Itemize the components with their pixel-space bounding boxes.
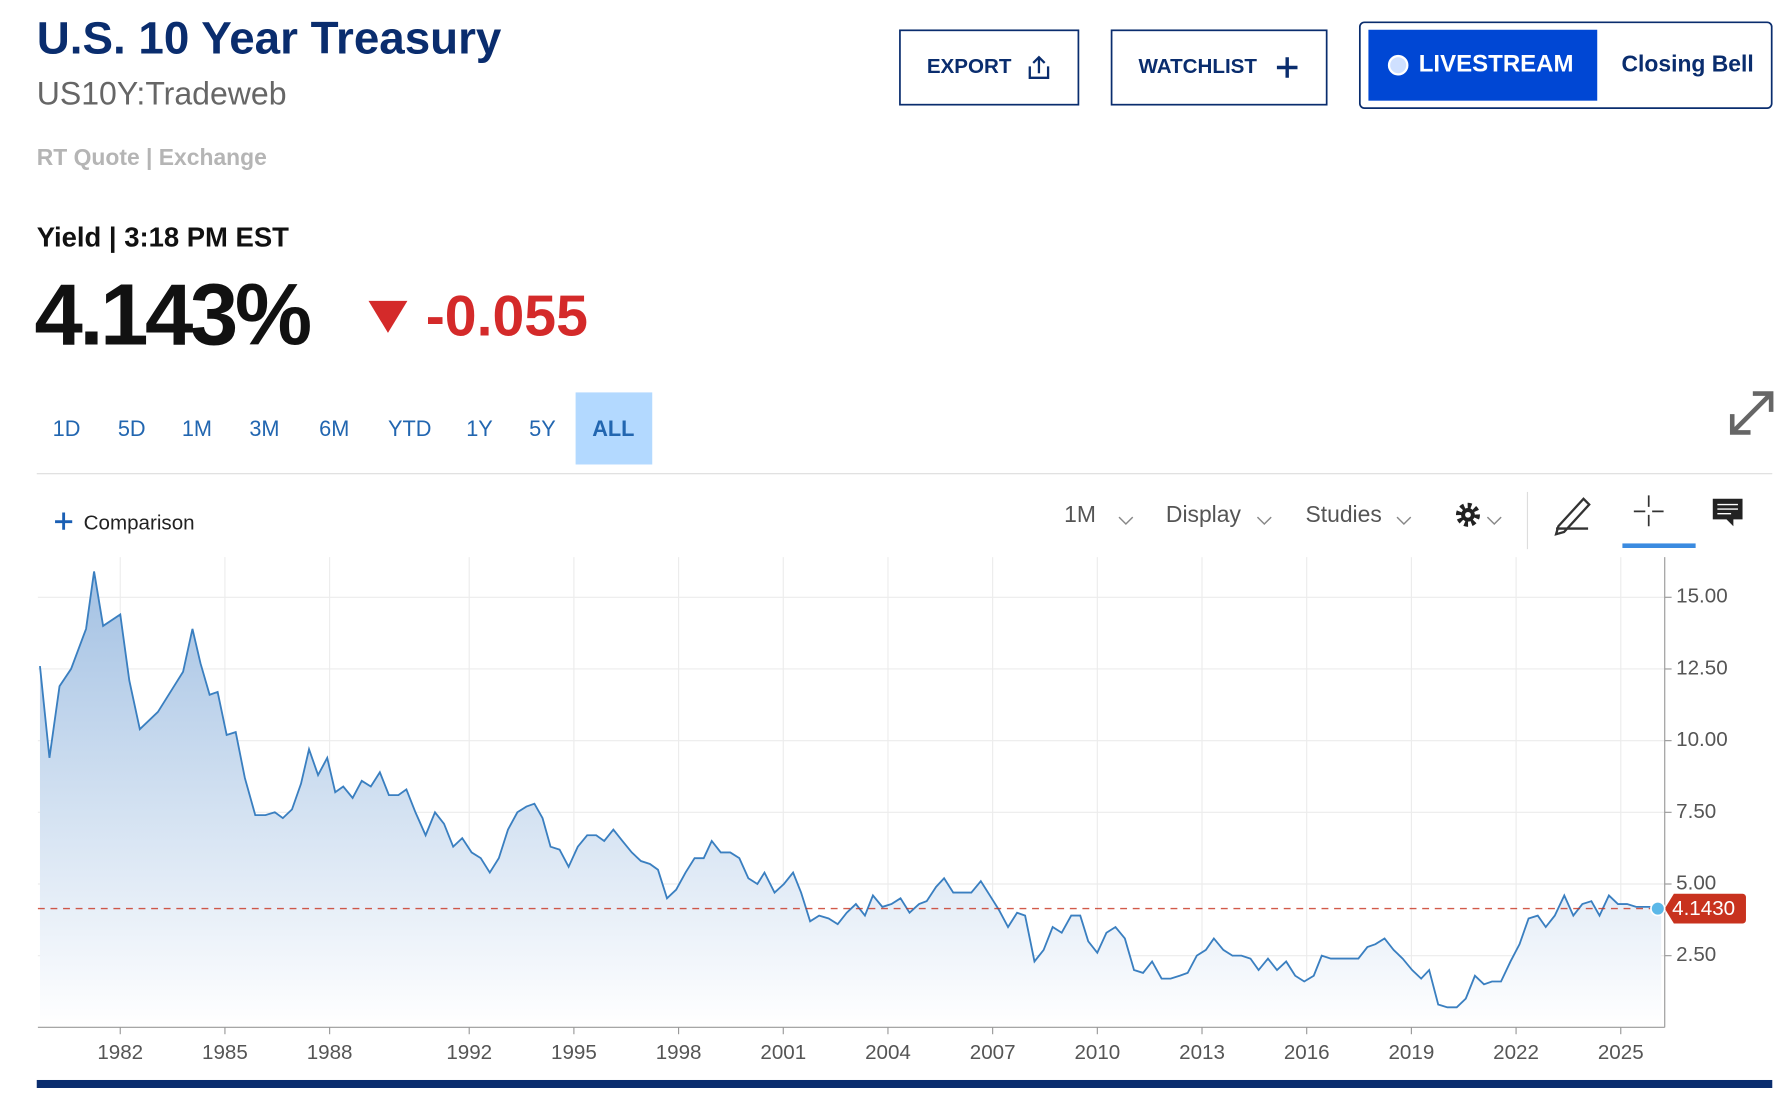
x-tick-label: 1982 [97,1041,143,1064]
crosshair-icon[interactable] [1633,495,1664,527]
quote-source: RT Quote | Exchange [37,144,267,170]
price-tag-label: 4.1430 [1672,897,1735,920]
display-menu[interactable]: Display [1166,501,1242,527]
closing-bell[interactable]: Closing Bell [1622,50,1754,76]
y-tick-label: 10.00 [1676,728,1728,751]
x-tick-label: 1995 [551,1041,597,1064]
x-tick-label: 1998 [656,1041,702,1064]
x-tick-label: 2016 [1284,1041,1330,1064]
price-tag [1664,893,1746,924]
settings-icon[interactable] [1455,502,1480,527]
x-tick-label: 1985 [202,1041,248,1064]
button-label[interactable]: LIVESTREAM [1419,51,1574,78]
x-tick-label: 2022 [1493,1041,1539,1064]
button-label[interactable]: WATCHLIST [1138,55,1257,78]
comparison[interactable]: Comparison [84,511,195,534]
range-tabs: 1D 5D 1M 3M 6M YTD 1Y 5Y ALL [53,392,653,465]
range-tab[interactable]: YTD [388,416,431,441]
range-tab[interactable]: 1M [182,416,212,441]
area-line [39,571,1662,1009]
range-tab[interactable]: 5D [118,416,146,441]
chevron [1486,516,1502,526]
x-tick-label: 1992 [446,1041,492,1064]
y-tick-label: 12.50 [1676,656,1728,679]
range-tab[interactable]: 6M [319,416,349,441]
plus-icon [1276,57,1298,78]
export-button[interactable]: EXPORT [899,29,1080,106]
footer-bar [36,1079,1773,1088]
livestream-button[interactable]: LIVESTREAM [1368,29,1598,101]
price-change: -0.055 [426,284,588,348]
down-arrow [368,300,408,333]
watchlist-button[interactable]: WATCHLIST [1110,29,1328,106]
chevron [1118,516,1134,526]
selected-tab [575,392,653,465]
gear-hole [1465,511,1471,518]
range-tab[interactable]: ALL [592,416,634,441]
chevron [1256,516,1272,526]
expand-icon[interactable] [1729,391,1774,435]
x-tick-label: 2025 [1598,1041,1644,1064]
share-icon [1028,55,1050,79]
y-tick-label: 7.50 [1676,800,1716,823]
x-tick-label: 2019 [1389,1041,1435,1064]
x-tick-label: 2004 [865,1041,911,1064]
range-tab[interactable]: 1Y [466,416,493,441]
title: U.S. 10 Year Treasury [37,12,502,63]
area-fill [39,571,1662,1028]
studies-menu[interactable]: Studies [1306,501,1382,527]
x-tick-label: 2013 [1179,1041,1225,1064]
chart: 1982 1985 1988 1992 1995 1998 2001 2004 2007 2010… [37,557,1746,1064]
button-label[interactable]: EXPORT [927,55,1012,78]
gear [1455,502,1480,527]
symbol: US10Y:Tradeweb [37,76,287,112]
x-tick-label: 2001 [760,1041,806,1064]
range-tab[interactable]: 1D [53,416,81,441]
x-tick-label: 2007 [970,1041,1016,1064]
x-tick-label: 2010 [1074,1041,1120,1064]
quote-label: Yield | 3:18 PM EST [37,221,289,252]
y-tick-label: 5.00 [1676,871,1716,894]
chevron [1396,516,1412,526]
comment-lines [1717,503,1738,515]
interval[interactable]: 1M [1064,501,1096,527]
comment-icon[interactable] [1712,498,1743,527]
last-price: 4.143% [34,266,310,363]
live-dot [1387,54,1409,76]
last-point [1650,900,1666,917]
plus-icon[interactable] [55,512,73,530]
y-tick-label: 15.00 [1676,585,1728,608]
draw-icon[interactable] [1554,497,1591,536]
x-tick-label: 1988 [307,1041,353,1064]
y-tick-label: 2.50 [1676,943,1716,966]
range-tab[interactable]: 3M [249,416,279,441]
active-tool [1622,543,1696,548]
range-tab[interactable]: 5Y [529,416,556,441]
